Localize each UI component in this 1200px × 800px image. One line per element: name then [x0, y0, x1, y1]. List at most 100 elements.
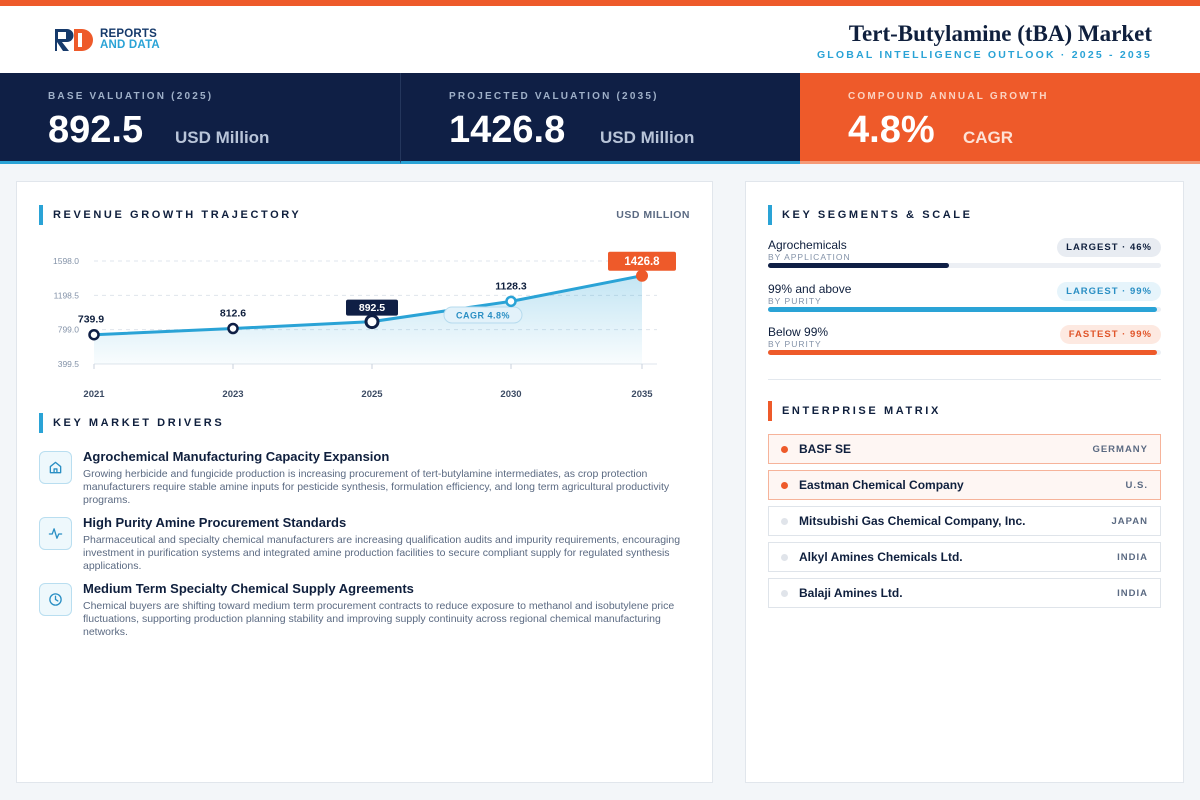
enterprise-country: JAPAN	[1111, 516, 1148, 527]
logo-line-1: REPORTS	[100, 28, 157, 40]
status-dot	[781, 554, 788, 561]
data-point	[227, 322, 239, 335]
kpi-unit: CAGR	[963, 128, 1014, 147]
left-card: REVENUE GROWTH TRAJECTORY USD MILLION 15…	[16, 181, 713, 783]
clock-icon	[39, 583, 72, 616]
data-point	[364, 314, 380, 330]
segment-bar	[768, 307, 1158, 312]
revenue-chart: 1598.0 1198.5 799.0 399.5 2021 2023 2025 2030 20…	[53, 251, 676, 400]
y-tick-label: 799.0	[58, 325, 80, 335]
logo-line-2: AND DATA	[100, 39, 160, 51]
page-title: Tert-Butylamine (tBA) Market	[848, 21, 1152, 46]
kpi-label: BASE VALUATION (2025)	[48, 91, 214, 102]
section-accent	[768, 205, 772, 225]
segment-badge: FASTEST · 99%	[1059, 325, 1161, 344]
data-label: 812.6	[220, 307, 246, 319]
area-fill	[94, 275, 642, 364]
driver-description: Chemical buyers are shifting toward medi…	[83, 600, 675, 638]
brand-logo[interactable]: REPORTS AND DATA	[54, 28, 160, 52]
kpi-value: 1426.8	[449, 109, 566, 151]
enterprise-country: INDIA	[1117, 588, 1148, 599]
driver-title: Agrochemical Manufacturing Capacity Expa…	[83, 449, 390, 464]
x-tick-label: 2021	[83, 389, 105, 400]
enterprise-row[interactable]: Alkyl Amines Chemicals Ltd. INDIA	[768, 542, 1161, 572]
data-label-box	[608, 251, 676, 271]
enterprise-name: Alkyl Amines Chemicals Ltd.	[799, 550, 963, 564]
segments-section-title: KEY SEGMENTS & SCALE	[782, 209, 973, 221]
data-label: 1426.8	[624, 256, 660, 268]
top-accent-bar	[0, 0, 1200, 6]
enterprise-name: Eastman Chemical Company	[799, 478, 964, 492]
status-dot	[781, 518, 788, 525]
segment-name: Below 99%	[768, 325, 829, 339]
segment-category: BY APPLICATION	[768, 252, 851, 262]
segment-name: Agrochemicals	[768, 238, 847, 252]
drivers-section-title: KEY MARKET DRIVERS	[53, 417, 225, 429]
drivers-section-head: KEY MARKET DRIVERS	[39, 413, 224, 433]
segment-bar	[768, 263, 949, 268]
data-point	[505, 295, 517, 308]
data-label-box	[346, 299, 398, 316]
enterprise-name: Mitsubishi Gas Chemical Company, Inc.	[799, 514, 1026, 528]
enterprise-row[interactable]: Balaji Amines Ltd. INDIA	[768, 578, 1161, 608]
kpi-unit: USD Million	[600, 128, 695, 147]
chart-unit-label: USD MILLION	[616, 209, 690, 221]
kpi-value: 892.5	[48, 109, 144, 151]
section-accent	[768, 401, 772, 421]
segment-track	[768, 263, 1161, 268]
enterprise-row[interactable]: Mitsubishi Gas Chemical Company, Inc. JA…	[768, 506, 1161, 536]
kpi-cagr: COMPOUND ANNUAL GROWTH 4.8% CAGR	[800, 73, 1200, 164]
status-dot	[781, 590, 788, 597]
divider	[768, 379, 1161, 380]
segment-track	[768, 307, 1161, 312]
driver-title: High Purity Amine Procurement Standards	[83, 515, 347, 530]
x-tick-label: 2030	[500, 389, 521, 400]
revenue-section-title: REVENUE GROWTH TRAJECTORY	[53, 209, 302, 221]
enterprise-country: INDIA	[1117, 552, 1148, 563]
driver-description: Growing herbicide and fungicide producti…	[83, 468, 670, 506]
activity-icon	[39, 517, 72, 550]
segments-section-head: KEY SEGMENTS & SCALE	[768, 205, 973, 225]
enterprise-row[interactable]: BASF SE GERMANY	[768, 434, 1161, 464]
home-icon	[39, 451, 72, 484]
enterprise-name: BASF SE	[799, 442, 852, 456]
driver-description: Pharmaceutical and specialty chemical ma…	[83, 534, 681, 572]
x-tick-label: 2025	[361, 389, 383, 400]
segment-category: BY PURITY	[768, 296, 822, 306]
status-dot	[781, 482, 788, 489]
kpi-base-valuation: BASE VALUATION (2025) 892.5 USD Million	[0, 73, 400, 164]
enterprise-section-title: ENTERPRISE MATRIX	[782, 405, 941, 417]
enterprise-row[interactable]: Eastman Chemical Company U.S.	[768, 470, 1161, 500]
segment-badge: LARGEST · 99%	[1057, 282, 1161, 301]
right-card: KEY SEGMENTS & SCALE Agrochemicals BY AP…	[745, 181, 1184, 783]
enterprise-name: Balaji Amines Ltd.	[799, 586, 903, 600]
enterprise-country: U.S.	[1125, 480, 1148, 491]
page-subtitle: GLOBAL INTELLIGENCE OUTLOOK · 2025 - 203…	[816, 49, 1152, 61]
kpi-value: 4.8%	[848, 109, 935, 151]
cagr-tag-label: CAGR 4.8%	[456, 311, 510, 321]
kpi-unit: USD Million	[175, 128, 270, 147]
page-header: REPORTS AND DATA Tert-Butylamine (tBA) M…	[0, 6, 1200, 73]
y-tick-label: 1198.5	[54, 290, 80, 300]
revenue-section-head: REVENUE GROWTH TRAJECTORY	[39, 205, 301, 225]
enterprise-section-head: ENTERPRISE MATRIX	[768, 401, 941, 421]
data-point	[636, 269, 648, 282]
y-tick-label: 1598.0	[53, 256, 79, 266]
data-label: 739.9	[78, 314, 104, 326]
cagr-tag	[443, 306, 523, 324]
kpi-row: BASE VALUATION (2025) 892.5 USD Million …	[0, 73, 1200, 164]
kpi-projected-valuation: PROJECTED VALUATION (2035) 1426.8 USD Mi…	[400, 73, 800, 164]
segment-category: BY PURITY	[768, 339, 822, 349]
enterprise-country: GERMANY	[1092, 444, 1148, 455]
data-label: 892.5	[359, 302, 385, 314]
rd-logo-icon	[55, 29, 93, 51]
y-tick-label: 399.5	[58, 359, 80, 369]
section-accent	[39, 413, 43, 433]
kpi-label: PROJECTED VALUATION (2035)	[449, 91, 659, 102]
x-tick-label: 2023	[222, 389, 243, 400]
driver-title: Medium Term Specialty Chemical Supply Ag…	[83, 581, 414, 596]
segment-track	[768, 350, 1161, 355]
logo-wordmark: REPORTS AND DATA	[100, 28, 160, 51]
segment-bar	[768, 350, 1158, 355]
data-point	[88, 328, 100, 341]
